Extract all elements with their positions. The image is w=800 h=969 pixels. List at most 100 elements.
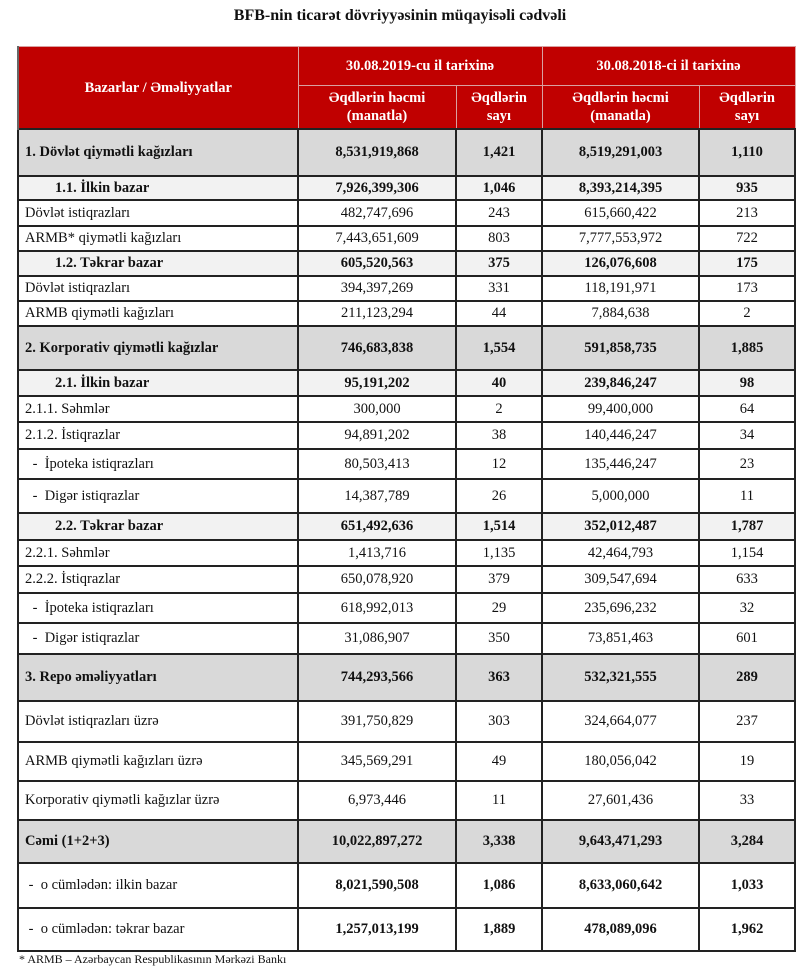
column-header-2018: 30.08.2018-ci il tarixinə: [541, 46, 796, 86]
table-row: Korporativ qiymətli kağızlar üzrə 6,973,4…: [17, 780, 797, 821]
row-label: - o cümlədən: ilkin bazar: [17, 862, 299, 909]
count-2019: 331: [455, 275, 543, 302]
count-2018: 1,885: [697, 325, 797, 371]
count-2019: 803: [455, 225, 543, 252]
count-2019: 3,338: [455, 819, 543, 864]
volume-2019: 300,000: [297, 395, 457, 423]
row-label: Cəmi (1+2+3): [17, 819, 299, 864]
table-row: 2.2. Təkrar bazar 651,492,636 1,514 352,012…: [17, 512, 797, 541]
count-2018: 34: [697, 421, 797, 450]
row-label: Dövlət istiqrazları üzrə: [17, 700, 299, 743]
table-row: - o cümlədən: təkrar bazar 1,257,013,199 1…: [17, 907, 797, 952]
volume-2019: 345,569,291: [297, 741, 457, 782]
volume-2019: 744,293,566: [297, 653, 457, 702]
count-2018: 23: [697, 448, 797, 480]
row-label: ARMB* qiymətli kağızları: [17, 225, 299, 252]
row-label: 2.2.2. İstiqrazlar: [17, 565, 299, 594]
table-row: Dövlət istiqrazları üzrə 391,750,829 303 32…: [17, 700, 797, 743]
row-label: 1.2. Təkrar bazar: [17, 250, 299, 277]
count-2019: 1,514: [455, 512, 543, 541]
page-title: BFB-nin ticarət dövriyyəsinin müqayisəli…: [233, 7, 567, 24]
count-2018: 289: [697, 653, 797, 702]
row-label: 2.2.1. Səhmlər: [17, 539, 299, 567]
table-row: ARMB* qiymətli kağızları 7,443,651,609 803…: [17, 225, 797, 252]
row-label: - Digər istiqrazlar: [17, 622, 299, 655]
column-header-count-2018: Əqdlərin sayı: [698, 85, 796, 130]
footnote: * ARMB – Azərbaycan Respublikasının Mərk…: [19, 952, 287, 966]
volume-2018: 235,696,232: [541, 592, 700, 624]
count-2019: 1,086: [455, 862, 543, 909]
volume-2018: 324,664,077: [541, 700, 700, 743]
row-label: - Digər istiqrazlar: [17, 478, 299, 514]
count-2019: 49: [455, 741, 543, 782]
volume-2018: 99,400,000: [541, 395, 700, 423]
count-2019: 350: [455, 622, 543, 655]
count-2019: 44: [455, 300, 543, 327]
table-row: ARMB qiymətli kağızları üzrə 345,569,291 4…: [17, 741, 797, 782]
count-2018: 1,787: [697, 512, 797, 541]
volume-2019: 211,123,294: [297, 300, 457, 327]
count-2019: 1,889: [455, 907, 543, 952]
count-2019: 1,046: [455, 175, 543, 201]
volume-2019: 650,078,920: [297, 565, 457, 594]
count-2018: 173: [697, 275, 797, 302]
count-2018: 1,154: [697, 539, 797, 567]
count-2019: 379: [455, 565, 543, 594]
row-label: 2.2. Təkrar bazar: [17, 512, 299, 541]
volume-2019: 80,503,413: [297, 448, 457, 480]
volume-2018: 352,012,487: [541, 512, 700, 541]
row-label: 1. Dövlət qiymətli kağızları: [17, 128, 299, 177]
row-label: 2. Korporativ qiymətli kağızlar: [17, 325, 299, 371]
row-label: 2.1.1. Səhmlər: [17, 395, 299, 423]
count-2019: 1,554: [455, 325, 543, 371]
header-line: Əqdlərin: [471, 90, 527, 106]
count-2019: 243: [455, 199, 543, 227]
row-label: - o cümlədən: təkrar bazar: [17, 907, 299, 952]
count-2018: 175: [697, 250, 797, 277]
count-2018: 98: [697, 369, 797, 397]
header-line: Əqdlərin həcmi: [328, 90, 426, 106]
count-2018: 32: [697, 592, 797, 624]
count-2018: 213: [697, 199, 797, 227]
count-2019: 12: [455, 448, 543, 480]
volume-2018: 9,643,471,293: [541, 819, 700, 864]
volume-2018: 8,633,060,642: [541, 862, 700, 909]
table-row: - İpoteka istiqrazları 618,992,013 29 235,6…: [17, 592, 797, 624]
row-label: ARMB qiymətli kağızları üzrə: [17, 741, 299, 782]
table-row: 1.2. Təkrar bazar 605,520,563 375 126,076,6…: [17, 250, 797, 277]
volume-2018: 615,660,422: [541, 199, 700, 227]
header-line: Əqdlərin həcmi: [572, 90, 669, 106]
volume-2019: 746,683,838: [297, 325, 457, 371]
volume-2019: 482,747,696: [297, 199, 457, 227]
volume-2019: 14,387,789: [297, 478, 457, 514]
volume-2018: 73,851,463: [541, 622, 700, 655]
volume-2019: 1,257,013,199: [297, 907, 457, 952]
table-row: Cəmi (1+2+3) 10,022,897,272 3,338 9,643,471…: [17, 819, 797, 864]
count-2019: 1,421: [455, 128, 543, 177]
volume-2019: 95,191,202: [297, 369, 457, 397]
row-label: Dövlət istiqrazları: [17, 199, 299, 227]
volume-2018: 591,858,735: [541, 325, 700, 371]
volume-2018: 135,446,247: [541, 448, 700, 480]
count-2018: 33: [697, 780, 797, 821]
count-2018: 11: [697, 478, 797, 514]
volume-2019: 8,021,590,508: [297, 862, 457, 909]
row-label: 2.1. İlkin bazar: [17, 369, 299, 397]
count-2019: 363: [455, 653, 543, 702]
volume-2018: 309,547,694: [541, 565, 700, 594]
volume-2018: 478,089,096: [541, 907, 700, 952]
volume-2019: 605,520,563: [297, 250, 457, 277]
volume-2019: 8,531,919,868: [297, 128, 457, 177]
header-line: (manatla): [590, 108, 651, 124]
table-row: 2.1.2. İstiqrazlar 94,891,202 38 140,446,24…: [17, 421, 797, 450]
header-line: sayı: [734, 108, 760, 124]
volume-2019: 7,926,399,306: [297, 175, 457, 201]
count-2019: 2: [455, 395, 543, 423]
row-label: - İpoteka istiqrazları: [17, 592, 299, 624]
count-2018: 1,033: [697, 862, 797, 909]
volume-2019: 618,992,013: [297, 592, 457, 624]
volume-2018: 8,393,214,395: [541, 175, 700, 201]
volume-2019: 94,891,202: [297, 421, 457, 450]
volume-2019: 7,443,651,609: [297, 225, 457, 252]
header-line: sayı: [486, 108, 512, 124]
